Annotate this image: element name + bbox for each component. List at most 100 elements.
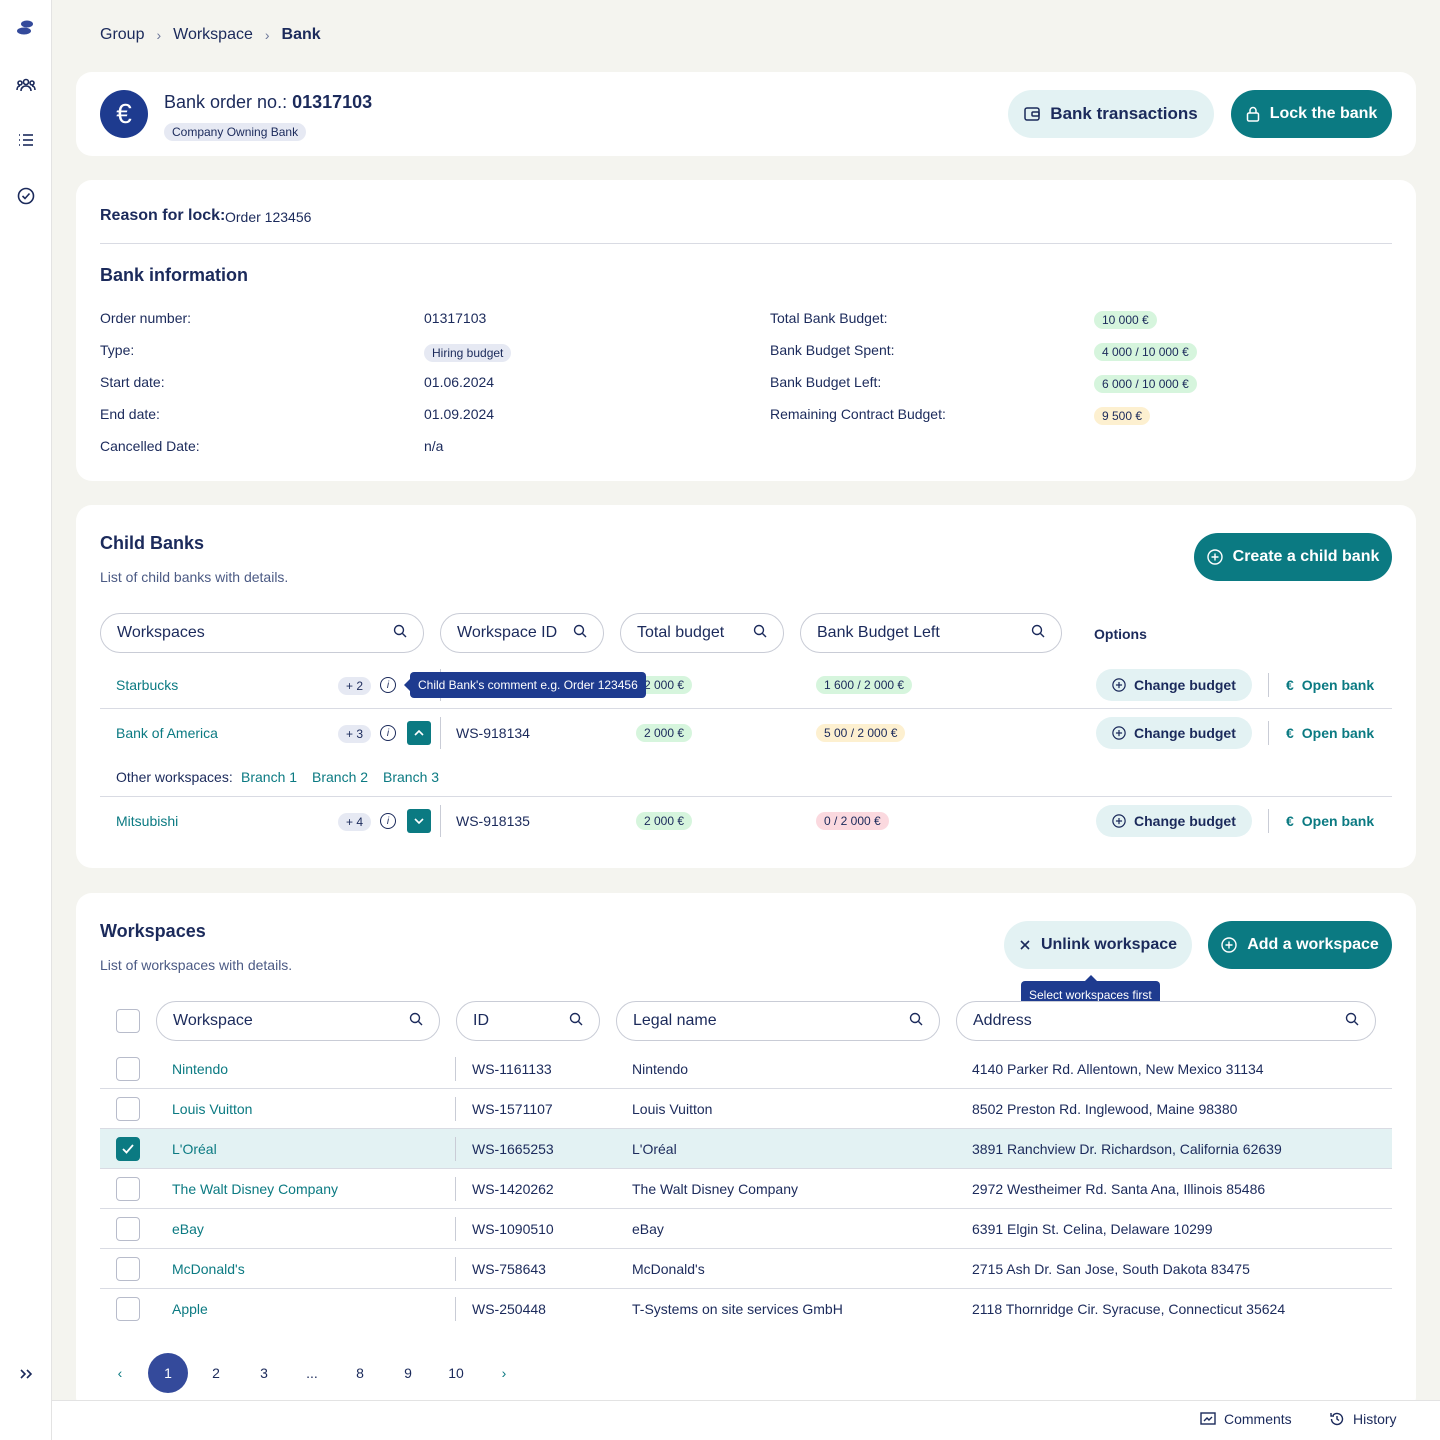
workspace-name-link[interactable]: McDonald's: [172, 1261, 245, 1277]
workspace-name-link[interactable]: Apple: [172, 1301, 208, 1317]
plus-circle-icon: [1112, 814, 1126, 828]
row-checkbox[interactable]: [116, 1217, 140, 1241]
budget-left-search-input[interactable]: Bank Budget Left: [800, 613, 1062, 653]
check-circle-icon[interactable]: [14, 184, 38, 208]
row-divider: [100, 1208, 1392, 1209]
workspace-id: WS-918134: [456, 725, 530, 741]
workspaces-card: Workspaces List of workspaces with detai…: [76, 893, 1416, 1413]
change-budget-label: Change budget: [1134, 677, 1236, 693]
workspace-search-input[interactable]: Workspace: [156, 1001, 440, 1041]
row-divider: [100, 708, 1392, 709]
breadcrumb-bank: Bank: [281, 26, 321, 43]
create-child-bank-button[interactable]: Create a child bank: [1194, 533, 1392, 581]
child-bank-name-link[interactable]: Starbucks: [116, 677, 179, 693]
users-icon[interactable]: [14, 73, 38, 97]
info-icon[interactable]: i: [380, 677, 396, 693]
open-bank-label: Open bank: [1301, 677, 1375, 693]
open-bank-button[interactable]: € Open bank: [1286, 725, 1374, 741]
euro-icon: €: [1286, 677, 1294, 693]
row-checkbox[interactable]: [116, 1057, 140, 1081]
bank-information-title: Bank information: [100, 265, 249, 285]
change-budget-button[interactable]: Change budget: [1096, 717, 1252, 749]
expand-sidebar-icon[interactable]: [14, 1362, 38, 1386]
row-checkbox[interactable]: [116, 1137, 140, 1161]
address-search-input[interactable]: Address: [956, 1001, 1376, 1041]
workspace-name-link[interactable]: eBay: [172, 1221, 204, 1237]
change-budget-button[interactable]: Change budget: [1096, 805, 1252, 837]
open-bank-button[interactable]: € Open bank: [1286, 677, 1374, 693]
page-button[interactable]: ...: [306, 1365, 318, 1381]
workspace-name-link[interactable]: L'Oréal: [172, 1141, 217, 1157]
page-button[interactable]: 8: [356, 1365, 364, 1381]
row-checkbox[interactable]: [116, 1097, 140, 1121]
address: 2972 Westheimer Rd. Santa Ana, Illinois …: [972, 1181, 1266, 1197]
workspace-id-placeholder: Workspace ID: [457, 624, 558, 641]
row-divider: [100, 796, 1392, 797]
workspace-id: WS-1665253: [472, 1141, 554, 1157]
workspace-count-badge: + 3: [338, 725, 372, 743]
branch-link[interactable]: Branch 1: [241, 769, 298, 785]
lock-icon: [1246, 106, 1259, 122]
open-bank-button[interactable]: € Open bank: [1286, 813, 1374, 829]
row-divider: [100, 1168, 1392, 1169]
comments-label: Comments: [1224, 1411, 1292, 1427]
workspace-name-link[interactable]: The Walt Disney Company: [172, 1181, 338, 1197]
divider: [100, 243, 1392, 244]
child-bank-name-link[interactable]: Bank of America: [116, 725, 218, 741]
select-all-checkbox[interactable]: [116, 1009, 140, 1033]
total-budget-search-input[interactable]: Total budget: [620, 613, 784, 653]
info-value: 01.09.2024: [424, 406, 495, 422]
page-button[interactable]: 10: [448, 1365, 464, 1381]
child-banks-card: Child Banks List of child banks with det…: [76, 505, 1416, 868]
prev-page-icon[interactable]: ‹: [117, 1365, 123, 1381]
address: 2118 Thornridge Cir. Syracuse, Connectic…: [972, 1301, 1286, 1317]
legal-name: McDonald's: [632, 1261, 705, 1277]
page-button[interactable]: 2: [212, 1365, 220, 1381]
next-page-icon[interactable]: ›: [501, 1365, 507, 1381]
chevron-up-icon[interactable]: [407, 721, 431, 745]
euro-icon: €: [1286, 813, 1294, 829]
page-button[interactable]: 9: [404, 1365, 412, 1381]
comments-button[interactable]: Comments: [1200, 1411, 1292, 1427]
info-label: Start date:: [100, 374, 165, 390]
workspace-id: WS-1571107: [472, 1101, 553, 1117]
workspace-name-link[interactable]: Nintendo: [172, 1061, 229, 1077]
legal-name: eBay: [632, 1221, 664, 1237]
logo-icon[interactable]: [14, 16, 38, 40]
total-budget-badge: 2 000 €: [636, 724, 693, 742]
info-value: n/a: [424, 438, 444, 454]
chevron-down-icon[interactable]: [407, 809, 431, 833]
info-icon[interactable]: i: [380, 813, 396, 829]
info-icon[interactable]: i: [380, 725, 396, 741]
unlink-workspace-button[interactable]: Unlink workspace: [1004, 921, 1192, 969]
breadcrumb: Group › Workspace › Bank: [100, 26, 321, 44]
history-button[interactable]: History: [1329, 1411, 1397, 1427]
bank-transactions-button[interactable]: Bank transactions: [1008, 90, 1214, 138]
page-button[interactable]: 1: [148, 1353, 188, 1393]
budget-left-badge: 1 600 / 2 000 €: [816, 676, 913, 694]
child-bank-name-link[interactable]: Mitsubishi: [116, 813, 179, 829]
list-icon[interactable]: [14, 128, 38, 152]
create-child-bank-label: Create a child bank: [1232, 548, 1380, 565]
budget-badge: 9 500 €: [1094, 407, 1151, 425]
workspaces-placeholder: Workspaces: [117, 624, 205, 641]
workspace-name-link[interactable]: Louis Vuitton: [172, 1101, 253, 1117]
breadcrumb-workspace[interactable]: Workspace: [173, 26, 253, 43]
workspace-id-search-input[interactable]: Workspace ID: [440, 613, 604, 653]
page-button[interactable]: 3: [260, 1365, 268, 1381]
add-workspace-button[interactable]: Add a workspace: [1208, 921, 1392, 969]
branch-link[interactable]: Branch 2: [312, 769, 369, 785]
branch-link[interactable]: Branch 3: [383, 769, 440, 785]
row-checkbox[interactable]: [116, 1297, 140, 1321]
change-budget-button[interactable]: Change budget: [1096, 669, 1252, 701]
id-search-input[interactable]: ID: [456, 1001, 600, 1041]
workspace-id: WS-918135: [456, 813, 530, 829]
legal-name-search-input[interactable]: Legal name: [616, 1001, 940, 1041]
row-checkbox[interactable]: [116, 1177, 140, 1201]
budget-left-placeholder: Bank Budget Left: [817, 624, 940, 641]
workspaces-search-input[interactable]: Workspaces: [100, 613, 424, 653]
row-checkbox[interactable]: [116, 1257, 140, 1281]
lock-bank-button[interactable]: Lock the bank: [1231, 90, 1392, 138]
breadcrumb-group[interactable]: Group: [100, 26, 145, 43]
workspaces-title: Workspaces: [100, 921, 206, 941]
